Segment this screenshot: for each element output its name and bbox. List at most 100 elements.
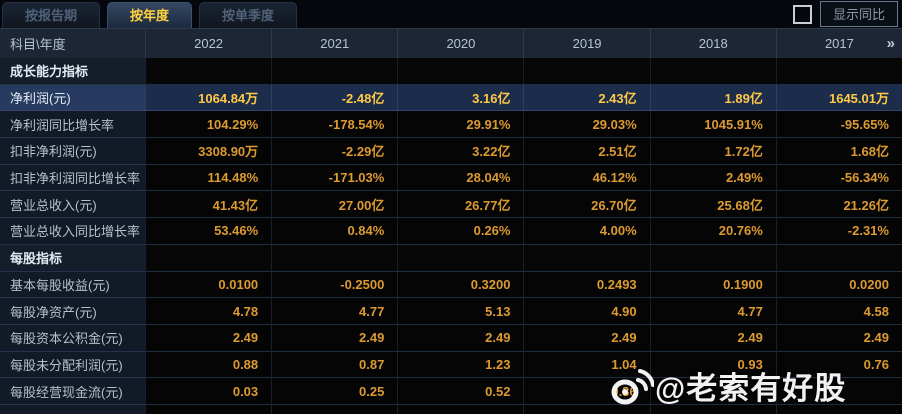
row-label: 每股经营现金流(元) (0, 378, 145, 405)
cell-value: 41.43亿 (145, 191, 272, 219)
year-header: 2017» (775, 29, 902, 58)
corner-label: 科目\年度 (10, 37, 66, 52)
row-label: 扣非净利润同比增长率 (0, 164, 145, 192)
cell-value (523, 244, 650, 272)
cell-value: -95.65% (775, 111, 902, 139)
cell-value: 4.77 (271, 298, 398, 325)
year-header: 2021 (271, 29, 397, 58)
cell-value (397, 244, 524, 272)
cell-value: -2.48亿 (271, 84, 398, 112)
cell-value: 4.78 (145, 298, 272, 325)
cell-value: 46.12% (523, 164, 650, 192)
show-yoy-button[interactable]: 显示同比 (819, 1, 898, 27)
cell-value: 0.25 (271, 378, 398, 405)
cell-value: 2.51亿 (523, 138, 650, 165)
cell-value (523, 58, 650, 85)
more-years-icon[interactable]: » (886, 35, 895, 52)
tab-single-quarter[interactable]: 按单季度 (199, 2, 298, 28)
cell-value: 0.76 (775, 351, 902, 379)
cell-value: 0.93 (649, 351, 776, 379)
cell-value: 2.49 (145, 324, 272, 352)
table-row: 净利润同比增长率 104.29% -178.54% 29.91% 29.03% 1045.… (0, 111, 902, 139)
row-label: 基本每股收益(元) (0, 271, 145, 299)
cell-value: 0.03 (145, 378, 272, 405)
cell-value: 1.04 (523, 351, 650, 379)
cell-value: 0.3200 (397, 271, 524, 299)
cell-value: 2.49% (649, 164, 776, 192)
year-header: 2018 (649, 29, 776, 58)
cell-value: 4.00% (523, 218, 650, 245)
table-row: 扣非净利润(元) 3308.90万 -2.29亿 3.22亿 2.51亿 1.72亿 1.6… (0, 138, 902, 165)
section-row: 每股指标 (0, 244, 902, 272)
row-label: 营业总收入(元) (0, 191, 145, 219)
cell-value: 0.36 (523, 378, 650, 405)
cell-value: 29.91% (397, 111, 524, 139)
table-row: 每股净资产(元) 4.78 4.77 5.13 4.90 4.77 4.58 (0, 298, 902, 325)
year-header: 2019 (523, 29, 649, 58)
cell-value: 25.68亿 (649, 191, 776, 219)
cell-value (775, 244, 902, 272)
cell-value: 104.29% (145, 111, 272, 139)
cell-value: 28.04% (397, 164, 524, 192)
cell-value: 0.2493 (523, 271, 650, 299)
table-row-partial (0, 404, 902, 414)
cell-value: 1.89亿 (649, 84, 776, 112)
table-row: 每股资本公积金(元) 2.49 2.49 2.49 2.49 2.49 2.49 (0, 324, 902, 352)
cell-value: 2.49 (397, 324, 524, 352)
cell-value (775, 58, 902, 85)
cell-value: 29.03% (523, 111, 650, 139)
tab-annual[interactable]: 按年度 (107, 2, 193, 28)
year-header: 2022 (145, 29, 271, 58)
row-label: 成长能力指标 (0, 58, 145, 85)
cell-value: 20.76% (649, 218, 776, 245)
cell-value: 0.0100 (145, 271, 272, 299)
cell-value: 4.58 (775, 298, 902, 325)
cell-value: 2.43亿 (523, 84, 650, 112)
cell-value (775, 378, 902, 405)
cell-value: 4.77 (649, 298, 776, 325)
cell-value: 3308.90万 (145, 138, 272, 165)
cell-value: 3.22亿 (397, 138, 524, 165)
cell-value: 1.72亿 (649, 138, 776, 165)
table-row: 每股经营现金流(元) 0.03 0.25 0.52 0.36 (0, 378, 902, 405)
cell-value: 0.87 (271, 351, 398, 379)
cell-value: 26.70亿 (523, 191, 650, 219)
tab-report-period[interactable]: 按报告期 (2, 2, 101, 28)
cell-value: 1.68亿 (775, 138, 902, 165)
cell-value (145, 58, 272, 85)
table-row: 每股未分配利润(元) 0.88 0.87 1.23 1.04 0.93 0.76 (0, 351, 902, 379)
cell-value (397, 58, 524, 85)
cell-value: 1045.91% (649, 111, 776, 139)
cell-value (271, 244, 398, 272)
cell-value: 1064.84万 (145, 84, 272, 112)
cell-value (649, 378, 776, 405)
section-row: 成长能力指标 (0, 58, 902, 85)
cell-value: 0.0200 (775, 271, 902, 299)
cell-value: -171.03% (271, 164, 398, 192)
year-header: 2020 (397, 29, 523, 58)
table-header-row: 科目\年度 2022 2021 2020 2019 2018 2017» (0, 28, 902, 58)
table-body: 成长能力指标 净利润(元) 1064.84万 -2.48亿 3.16亿 2.43亿 1.89… (0, 58, 902, 405)
table-row: 营业总收入(元) 41.43亿 27.00亿 26.77亿 26.70亿 25.68亿 21… (0, 191, 902, 219)
show-yoy-checkbox[interactable] (792, 4, 812, 24)
table-row: 扣非净利润同比增长率 114.48% -171.03% 28.04% 46.12% 2.4… (0, 164, 902, 192)
row-label: 每股净资产(元) (0, 298, 145, 325)
row-label: 每股指标 (0, 244, 145, 272)
table-row: 净利润(元) 1064.84万 -2.48亿 3.16亿 2.43亿 1.89亿 1645.… (0, 84, 902, 112)
row-label: 营业总收入同比增长率 (0, 218, 145, 245)
cell-value: 0.52 (397, 378, 524, 405)
cell-value: 4.90 (523, 298, 650, 325)
row-label: 扣非净利润(元) (0, 138, 145, 165)
cell-value: 26.77亿 (397, 191, 524, 219)
cell-value: 0.84% (271, 218, 398, 245)
cell-value: 21.26亿 (775, 191, 902, 219)
cell-value: 114.48% (145, 164, 272, 192)
row-label: 每股未分配利润(元) (0, 351, 145, 379)
cell-value (649, 58, 776, 85)
cell-value: 0.88 (145, 351, 272, 379)
cell-value: 0.26% (397, 218, 524, 245)
cell-value: 0.1900 (649, 271, 776, 299)
row-label: 净利润(元) (0, 84, 145, 112)
row-label: 净利润同比增长率 (0, 111, 145, 139)
